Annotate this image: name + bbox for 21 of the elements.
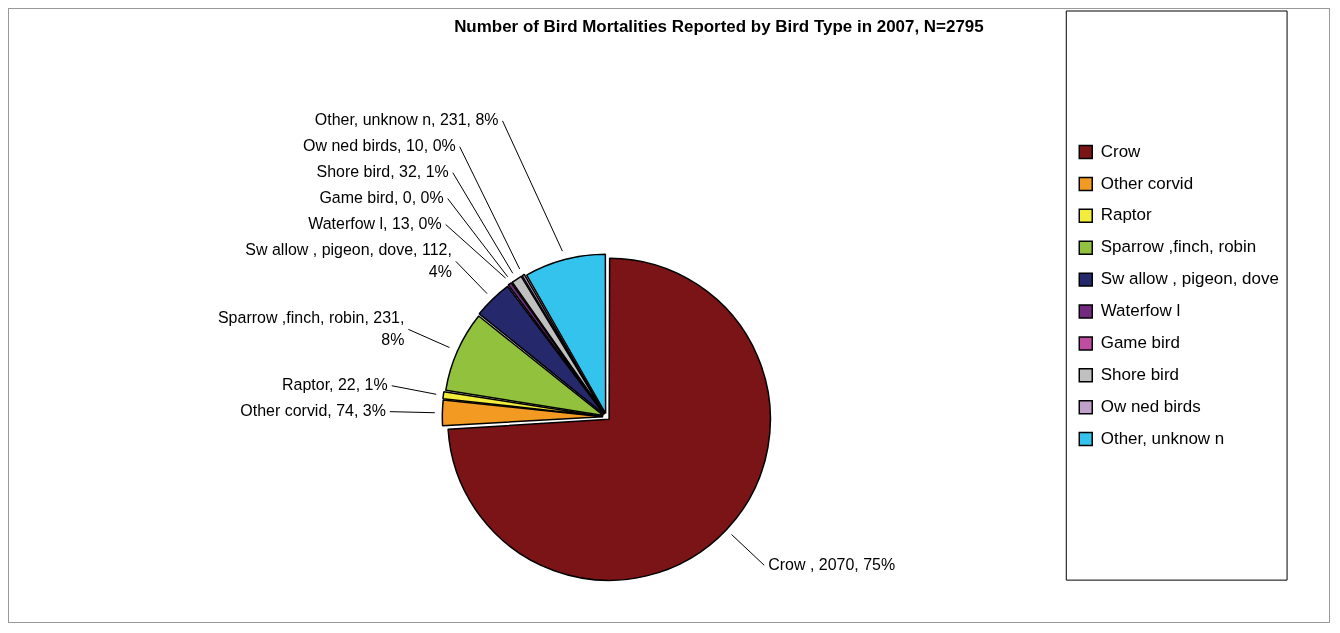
data-label: Waterfow l, 13, 0% — [308, 214, 442, 232]
data-label: Other, unknow n, 231, 8% — [314, 111, 499, 129]
legend-label: Other corvid — [1100, 173, 1194, 193]
data-label: Sparrow ,finch, robin, 231, 8% — [217, 308, 405, 348]
data-label: Raptor, 22, 1% — [282, 376, 388, 394]
chart-title: Number of Bird Mortalities Reported by Bird Type in 2007, N=2795 — [454, 16, 984, 36]
data-label: Sw allow , pigeon, dove, 112, 4% — [245, 240, 452, 280]
legend-label: Waterfow l — [1100, 301, 1181, 321]
legend-label: Game bird — [1100, 333, 1180, 353]
data-label: Crow , 2070, 75% — [768, 555, 896, 573]
data-label: Other corvid, 74, 3% — [240, 402, 386, 420]
legend-label: Raptor — [1100, 205, 1152, 225]
data-label: Shore bird, 32, 1% — [316, 163, 449, 181]
data-label: Ow ned birds, 10, 0% — [303, 137, 456, 155]
legend-label: Shore bird — [1100, 364, 1179, 384]
legend-label: Other, unknow n — [1100, 428, 1225, 448]
legend-label: Sparrow ,finch, robin — [1100, 237, 1257, 257]
legend-label: Crow — [1100, 141, 1142, 161]
text: Game bird, 0, 0% — [319, 188, 444, 206]
legend-label: Ow ned birds — [1100, 396, 1201, 416]
legend-label: Sw allow , pigeon, dove — [1100, 269, 1279, 289]
